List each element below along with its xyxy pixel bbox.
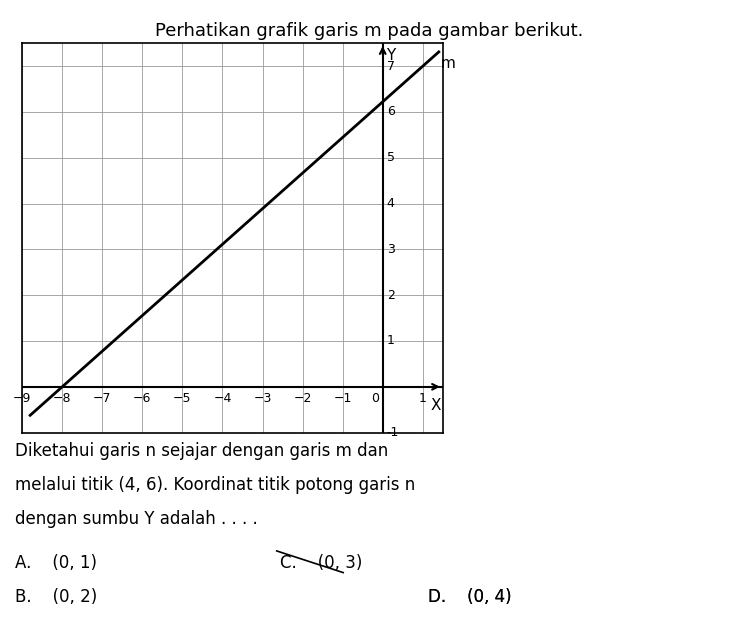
Text: −8: −8 <box>53 392 72 405</box>
Text: 5: 5 <box>387 151 395 164</box>
Text: 2: 2 <box>387 289 395 302</box>
Text: 1: 1 <box>387 334 395 347</box>
Text: 4: 4 <box>387 197 395 210</box>
Text: A.    (0, 1): A. (0, 1) <box>15 554 97 572</box>
Text: −5: −5 <box>173 392 192 405</box>
Text: 1: 1 <box>419 392 427 405</box>
Text: C.    (0, 3): C. (0, 3) <box>280 554 363 572</box>
Text: −4: −4 <box>213 392 232 405</box>
Text: D.    (0, 4): D. (0, 4) <box>428 588 511 606</box>
Text: melalui titik (4, 6). Koordinat titik potong garis n: melalui titik (4, 6). Koordinat titik po… <box>15 476 415 494</box>
Text: −6: −6 <box>133 392 151 405</box>
Text: −3: −3 <box>253 392 272 405</box>
Text: 0: 0 <box>370 392 379 405</box>
Text: 7: 7 <box>387 60 395 73</box>
Text: -1: -1 <box>387 426 399 439</box>
Text: 6: 6 <box>387 106 395 119</box>
Text: D.    (0, 4): D. (0, 4) <box>428 588 511 606</box>
Text: 3: 3 <box>387 243 395 256</box>
Text: m: m <box>441 56 455 72</box>
Text: X: X <box>430 398 441 413</box>
Text: dengan sumbu Y adalah . . . .: dengan sumbu Y adalah . . . . <box>15 510 258 528</box>
Text: −2: −2 <box>294 392 311 405</box>
Text: Diketahui garis n sejajar dengan garis m dan: Diketahui garis n sejajar dengan garis m… <box>15 442 388 460</box>
Text: B.    (0, 2): B. (0, 2) <box>15 588 97 606</box>
Text: Perhatikan grafik garis m pada gambar berikut.: Perhatikan grafik garis m pada gambar be… <box>155 22 583 40</box>
Text: Y: Y <box>386 48 395 63</box>
Text: −9: −9 <box>13 392 31 405</box>
Text: −1: −1 <box>334 392 352 405</box>
Text: −7: −7 <box>93 392 111 405</box>
